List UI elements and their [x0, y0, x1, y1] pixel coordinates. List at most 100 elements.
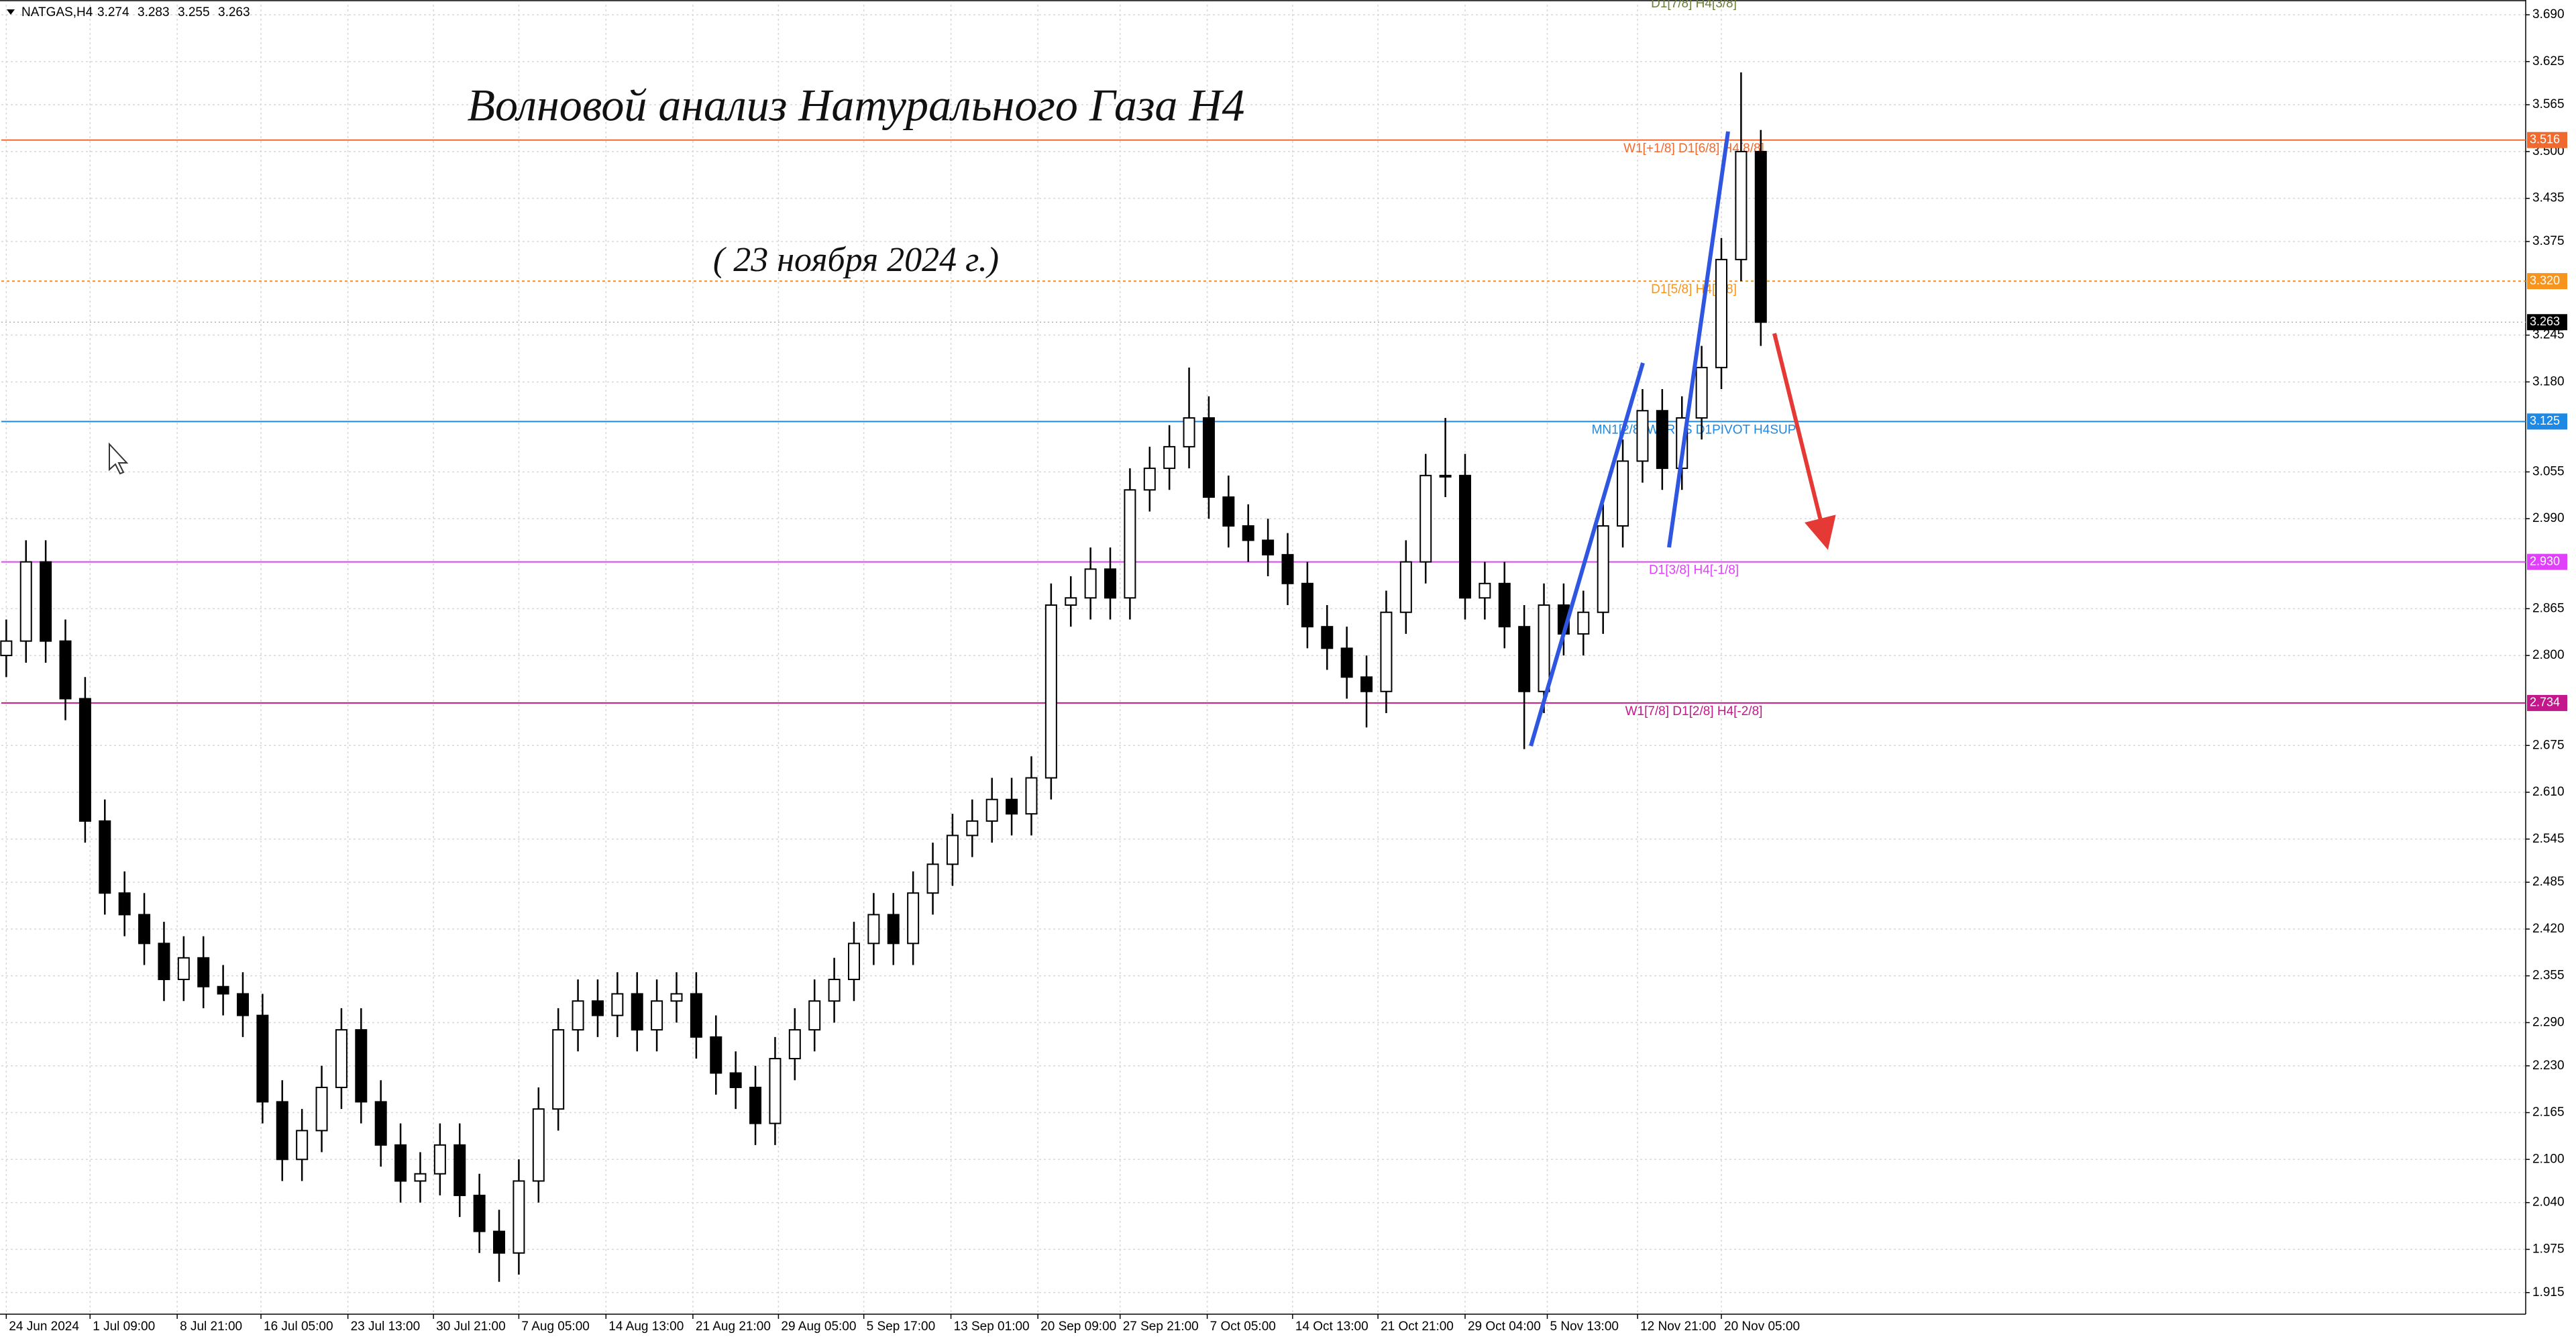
x-tick-label: 14 Aug 13:00	[608, 1320, 684, 1334]
y-tick-label: 3.625	[2532, 54, 2565, 68]
y-tick-label: 1.975	[2532, 1242, 2565, 1256]
candle-body	[0, 640, 13, 657]
candle-body	[1025, 777, 1038, 815]
price-label: 3.516	[2530, 132, 2560, 146]
x-tick-label: 29 Oct 04:00	[1468, 1320, 1541, 1334]
x-tick-label: 30 Jul 21:00	[436, 1320, 506, 1334]
candle-body	[788, 1029, 801, 1060]
current-price-label: 3.263	[2530, 315, 2560, 328]
candle-body	[1104, 568, 1117, 599]
level-text: D1[5/8] H4[1/8]	[1651, 282, 1737, 297]
candle-body	[1399, 561, 1412, 613]
candle-body	[1281, 553, 1294, 584]
y-tick-label: 2.290	[2532, 1015, 2565, 1029]
x-tick-label: 7 Aug 05:00	[521, 1320, 589, 1334]
candle-body	[1084, 568, 1097, 599]
candle-body	[1360, 676, 1373, 692]
y-tick-label: 2.165	[2532, 1106, 2565, 1120]
candle-body	[335, 1029, 347, 1088]
y-tick-label: 2.420	[2532, 922, 2565, 936]
x-tick-label: 5 Nov 13:00	[1550, 1320, 1619, 1334]
x-tick-label: 16 Jul 05:00	[264, 1320, 333, 1334]
y-tick-label: 3.375	[2532, 234, 2565, 248]
y-tick-label: 2.990	[2532, 511, 2565, 525]
y-tick-label: 2.040	[2532, 1195, 2565, 1210]
candle-body	[1636, 410, 1649, 462]
candle-layer	[0, 72, 1767, 1282]
candle-body	[1163, 445, 1176, 470]
candle-body	[611, 993, 624, 1016]
y-tick-label: 3.180	[2532, 374, 2565, 388]
price-label: 3.125	[2530, 414, 2560, 427]
candle-body	[513, 1180, 525, 1254]
forecast-arrow	[1772, 333, 1836, 550]
candle-body	[651, 1000, 663, 1031]
candle-body	[867, 914, 880, 945]
candle-body	[1380, 611, 1393, 692]
candle-body	[1143, 468, 1156, 491]
candle-body	[690, 993, 702, 1038]
candle-body	[1695, 366, 1708, 419]
y-tick-label: 3.435	[2532, 191, 2565, 205]
header-high: 3.283	[138, 5, 170, 19]
trend-line	[1667, 131, 1730, 548]
candle-body	[670, 993, 683, 1002]
candle-body	[276, 1101, 288, 1161]
price-box	[2527, 553, 2567, 570]
x-tick-label: 27 Sep 21:00	[1123, 1320, 1199, 1334]
candle-body	[887, 914, 900, 945]
x-tick-label: 24 Jun 2024	[9, 1320, 79, 1334]
candle-body	[1340, 647, 1353, 678]
y-tick-label: 3.055	[2532, 464, 2565, 478]
candle-body	[710, 1036, 722, 1074]
candle-body	[1597, 525, 1609, 613]
y-tick-label: 2.545	[2532, 832, 2565, 846]
candle-body	[236, 993, 249, 1016]
x-tick-label: 8 Jul 21:00	[180, 1320, 242, 1334]
x-tick-label: 13 Sep 01:00	[954, 1320, 1030, 1334]
header-low: 3.255	[178, 5, 210, 19]
candle-body	[414, 1173, 427, 1182]
x-tick-label: 5 Sep 17:00	[867, 1320, 935, 1334]
price-label: 2.930	[2530, 554, 2560, 568]
candle-body	[355, 1029, 368, 1103]
x-tick-label: 21 Oct 21:00	[1381, 1320, 1454, 1334]
candle-body	[1065, 597, 1077, 606]
candle-body	[1301, 582, 1313, 628]
candle-body	[985, 798, 998, 822]
candle-body	[552, 1029, 565, 1110]
level-text: W1[+1/8] D1[6/8] H4[8/8]	[1623, 142, 1764, 156]
candle-body	[808, 1000, 821, 1031]
candle-body	[1538, 604, 1550, 692]
candle-body	[19, 561, 32, 642]
candle-body	[847, 943, 860, 981]
mouse-cursor	[109, 442, 129, 475]
candle-body	[1006, 798, 1018, 815]
candle-body	[1439, 474, 1452, 478]
candle-body	[591, 1000, 604, 1016]
y-tick-label: 3.690	[2532, 7, 2565, 21]
level-text: D1[3/8] H4[-1/8]	[1649, 564, 1739, 578]
chart-title: Волновой анализ Натурального Газа H4	[467, 80, 1244, 131]
y-tick-label: 2.100	[2532, 1152, 2565, 1166]
candle-body	[177, 957, 190, 981]
candle-body	[1458, 474, 1471, 599]
candle-body	[1498, 582, 1511, 628]
candle-body	[99, 820, 111, 894]
candle-body	[1183, 417, 1195, 447]
y-tick-label: 2.355	[2532, 969, 2565, 983]
y-tick-label: 2.800	[2532, 648, 2565, 662]
candle-body	[315, 1086, 328, 1132]
candle-body	[907, 892, 920, 945]
candle-body	[1479, 582, 1491, 599]
candle-body	[394, 1144, 407, 1182]
x-tick-label: 20 Sep 09:00	[1040, 1320, 1116, 1334]
trend-line	[1529, 362, 1645, 747]
candle-body	[1321, 626, 1334, 649]
y-tick-label: 2.610	[2532, 785, 2565, 799]
price-box	[2527, 694, 2567, 711]
header-close: 3.263	[218, 5, 250, 19]
candle-body	[1656, 410, 1668, 470]
